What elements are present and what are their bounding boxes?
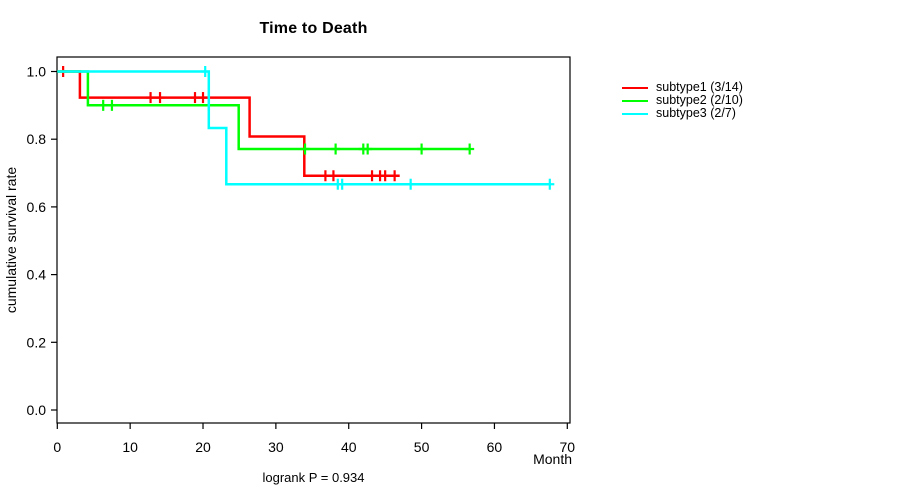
legend-label-subtype3: subtype3 (2/7) <box>656 106 736 121</box>
legend-label-subtype2: subtype2 (2/10) <box>656 93 743 108</box>
legend: subtype1 (3/14) subtype2 (2/10) subtype3 (… <box>622 81 743 121</box>
x-tick-label: 60 <box>487 439 503 455</box>
x-tick-label: 20 <box>195 439 211 455</box>
legend-line-swatch-subtype3 <box>622 112 648 115</box>
legend-label-subtype1: subtype1 (3/14) <box>656 80 743 95</box>
plot-border <box>56 56 571 424</box>
y-tick-label: 0.2 <box>27 334 47 350</box>
survival-curve-subtype3 <box>57 70 550 186</box>
legend-line-swatch-subtype2 <box>622 99 648 102</box>
x-tick-label: 70 <box>560 439 576 455</box>
x-tick-label: 40 <box>341 439 357 455</box>
y-tick-label: 0.4 <box>27 267 47 283</box>
chart-title: Time to Death <box>259 20 368 37</box>
legend-line-swatch-subtype1 <box>622 86 648 89</box>
legend-item-subtype2: subtype2 (2/10) <box>622 94 743 107</box>
x-tick-label: 50 <box>414 439 430 455</box>
y-tick-label: 1.0 <box>27 64 47 80</box>
x-axis-label: Month <box>533 451 572 467</box>
legend-item-subtype1: subtype1 (3/14) <box>622 81 743 94</box>
x-tick-label: 0 <box>53 439 61 455</box>
y-tick-label: 0.8 <box>27 131 47 147</box>
survival-curve-subtype1 <box>57 70 400 178</box>
logrank-annotation: logrank P = 0.934 <box>262 470 365 485</box>
y-tick-label: 0.6 <box>27 199 47 215</box>
y-tick-label: 0.0 <box>27 402 47 418</box>
x-tick-label: 30 <box>268 439 284 455</box>
x-tick-label: 10 <box>122 439 138 455</box>
legend-item-subtype3: subtype3 (2/7) <box>622 107 743 120</box>
